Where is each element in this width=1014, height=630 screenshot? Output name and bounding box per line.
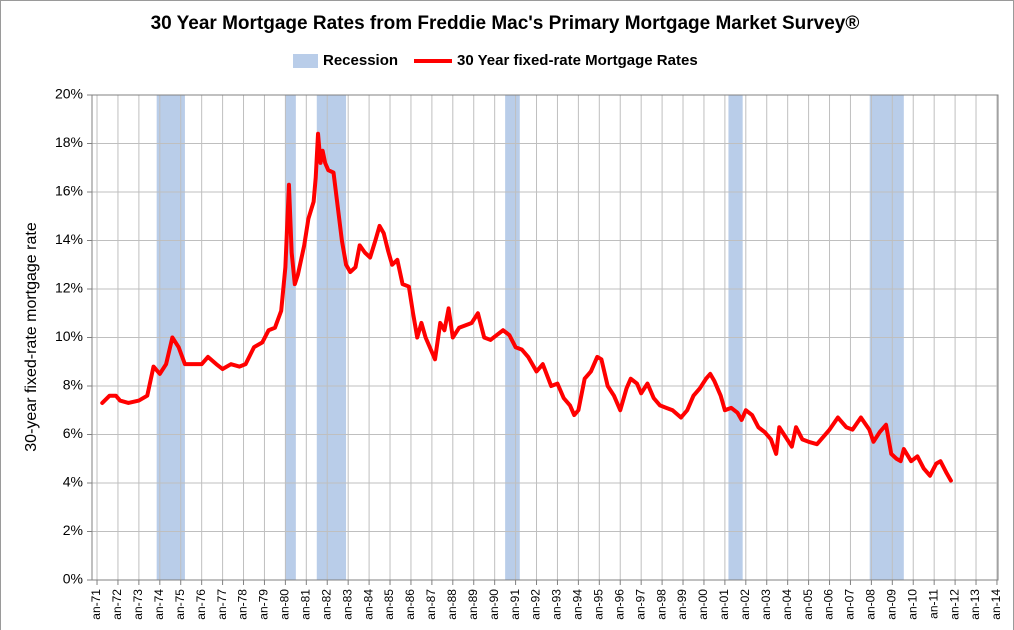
x-tick-label: an-00 (696, 589, 710, 620)
y-tick-label: 14% (55, 231, 83, 247)
y-tick-label: 10% (55, 328, 83, 344)
x-tick-label: an-05 (801, 589, 815, 620)
x-tick-label: an-75 (173, 589, 187, 620)
x-tick-label: an-09 (884, 589, 898, 620)
y-axis-title: 30-year fixed-rate mortgage rate (23, 222, 40, 452)
legend-swatch (293, 54, 318, 68)
x-tick-label: an-11 (926, 589, 940, 619)
x-tick-label: an-93 (550, 589, 564, 620)
x-tick-label: an-01 (717, 589, 731, 620)
x-tick-label: an-95 (591, 589, 605, 620)
x-tick-label: an-71 (89, 589, 103, 620)
x-tick-label: an-79 (257, 589, 271, 620)
y-tick-label: 6% (63, 425, 83, 441)
y-tick-label: 8% (63, 377, 83, 393)
y-tick-label: 4% (63, 474, 83, 490)
x-tick-label: an-86 (403, 589, 417, 620)
x-tick-label: an-99 (675, 589, 689, 620)
x-tick-label: an-03 (759, 589, 773, 620)
plot-area: 0% 2% 4% 6% 8% 10% 12% 14% 16% 18% 20% an-71 an-72 an… (55, 86, 1003, 620)
x-tick-label: an-04 (780, 589, 794, 620)
chart-title: 30 Year Mortgage Rates from Freddie Mac'… (151, 13, 860, 34)
y-tick-label: 2% (63, 522, 83, 538)
x-tick-label: an-88 (445, 589, 459, 620)
x-tick-label: an-12 (947, 589, 961, 620)
y-tick-label: 18% (55, 134, 83, 150)
plot-border (91, 94, 999, 581)
y-tick-label: 0% (63, 571, 83, 587)
x-tick-label: an-06 (822, 589, 836, 620)
x-tick-label: an-96 (612, 589, 626, 620)
x-tick-label: an-82 (319, 589, 333, 620)
x-tick-label: an-72 (110, 589, 124, 620)
x-tick-label: an-77 (215, 589, 229, 620)
x-tick-label: an-10 (905, 589, 919, 620)
x-tick-label: an-97 (633, 589, 647, 620)
x-tick-label: an-83 (340, 589, 354, 620)
x-tick-label: an-80 (278, 589, 292, 620)
x-tick-label: an-14 (989, 589, 1003, 620)
x-tick-label: an-76 (194, 589, 208, 620)
x-tick-label: an-02 (738, 589, 752, 620)
x-tick-label: an-81 (298, 589, 312, 620)
x-tick-label: an-78 (236, 589, 250, 620)
x-tick-label: an-73 (131, 589, 145, 620)
x-tick-label: an-89 (466, 589, 480, 620)
legend-label: 30 Year fixed-rate Mortgage Rates (457, 52, 698, 69)
data-line (100, 131, 953, 483)
x-tick-label: an-98 (654, 589, 668, 620)
x-tick-label: an-91 (508, 589, 522, 620)
y-tick-label: 16% (55, 183, 83, 199)
x-tick-label: an-84 (361, 589, 375, 620)
y-tick-label: 12% (55, 280, 83, 296)
x-tick-label: an-90 (487, 589, 501, 620)
x-tick-label: an-92 (529, 589, 543, 620)
x-tick-label: an-87 (424, 589, 438, 620)
x-tick-label: an-13 (968, 589, 982, 620)
legend-label: Recession (323, 52, 398, 69)
x-tick-label: an-08 (864, 589, 878, 620)
y-tick-label: 20% (55, 86, 83, 102)
x-tick-label: an-94 (571, 589, 585, 620)
x-tick-label: an-07 (843, 589, 857, 620)
x-tick-label: an-74 (152, 589, 166, 620)
x-tick-label: an-85 (382, 589, 396, 620)
